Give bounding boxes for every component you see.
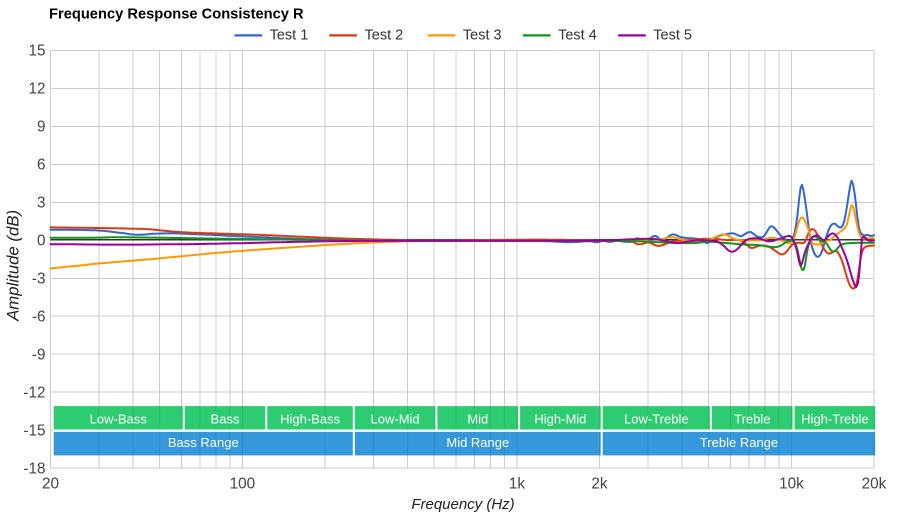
svg-text:Mid Range: Mid Range <box>446 435 509 450</box>
svg-text:15: 15 <box>28 43 45 60</box>
svg-text:Bass Range: Bass Range <box>168 435 239 450</box>
svg-text:Frequency (Hz): Frequency (Hz) <box>411 496 514 513</box>
svg-text:Low-Mid: Low-Mid <box>371 411 420 426</box>
svg-text:Amplitude (dB): Amplitude (dB) <box>3 210 22 322</box>
svg-text:Low-Treble: Low-Treble <box>624 411 689 426</box>
svg-text:3: 3 <box>37 195 46 212</box>
svg-text:-18: -18 <box>23 460 45 477</box>
svg-text:High-Treble: High-Treble <box>801 411 868 426</box>
svg-text:Low-Bass: Low-Bass <box>90 411 148 426</box>
svg-text:20: 20 <box>42 476 59 493</box>
svg-text:Bass: Bass <box>211 411 240 426</box>
svg-text:-15: -15 <box>23 422 45 439</box>
svg-text:Treble Range: Treble Range <box>700 435 778 450</box>
svg-text:Test 2: Test 2 <box>365 27 404 43</box>
svg-text:0: 0 <box>37 233 46 250</box>
svg-text:-3: -3 <box>32 271 46 288</box>
svg-text:-9: -9 <box>32 346 46 363</box>
svg-text:High-Mid: High-Mid <box>534 411 586 426</box>
svg-text:-12: -12 <box>23 384 45 401</box>
svg-text:Mid: Mid <box>467 411 488 426</box>
svg-text:100: 100 <box>230 476 256 493</box>
svg-text:-6: -6 <box>32 308 46 325</box>
svg-text:High-Bass: High-Bass <box>280 411 340 426</box>
svg-text:Test 1: Test 1 <box>270 27 309 43</box>
svg-text:20k: 20k <box>862 476 887 493</box>
svg-text:12: 12 <box>28 81 45 98</box>
svg-text:10k: 10k <box>779 476 804 493</box>
svg-text:Test 3: Test 3 <box>463 27 502 43</box>
svg-text:6: 6 <box>37 157 46 174</box>
svg-text:2k: 2k <box>591 476 608 493</box>
svg-text:Frequency Response Consistency: Frequency Response Consistency R <box>49 7 304 23</box>
svg-text:Treble: Treble <box>734 411 770 426</box>
svg-text:Test 5: Test 5 <box>653 27 692 43</box>
svg-text:9: 9 <box>37 119 46 136</box>
svg-text:Test 4: Test 4 <box>558 27 597 43</box>
svg-text:1k: 1k <box>509 476 526 493</box>
